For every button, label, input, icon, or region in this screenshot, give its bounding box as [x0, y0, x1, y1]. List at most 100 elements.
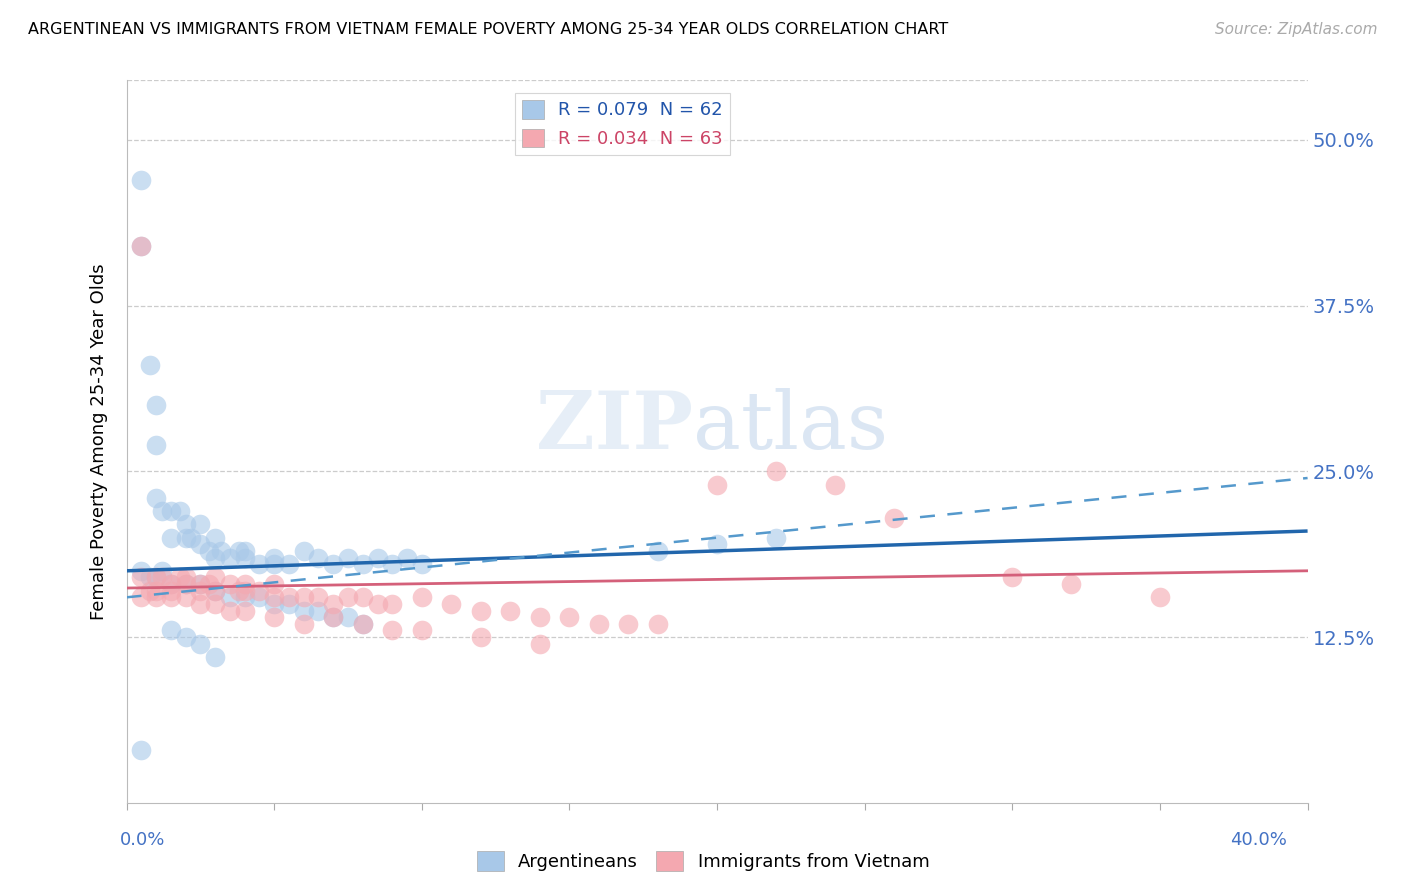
Point: [765, 464, 787, 478]
Point: [129, 591, 153, 605]
Point: [209, 544, 232, 558]
Point: [174, 630, 197, 644]
Point: [219, 550, 242, 565]
Point: [160, 531, 183, 545]
Point: [249, 583, 271, 598]
Legend: Argentineans, Immigrants from Vietnam: Argentineans, Immigrants from Vietnam: [470, 844, 936, 879]
Legend: R = 0.079  N = 62, R = 0.034  N = 63: R = 0.079 N = 62, R = 0.034 N = 63: [515, 93, 730, 155]
Point: [198, 544, 221, 558]
Point: [160, 577, 183, 591]
Text: Source: ZipAtlas.com: Source: ZipAtlas.com: [1215, 22, 1378, 37]
Point: [129, 172, 153, 186]
Point: [160, 504, 183, 518]
Point: [337, 591, 360, 605]
Point: [263, 577, 285, 591]
Point: [470, 630, 492, 644]
Point: [204, 570, 226, 584]
Point: [180, 531, 202, 545]
Point: [150, 570, 173, 584]
Point: [174, 577, 197, 591]
Point: [160, 624, 183, 638]
Point: [381, 624, 404, 638]
Point: [233, 583, 256, 598]
Point: [411, 624, 433, 638]
Point: [150, 564, 173, 578]
Point: [337, 550, 360, 565]
Point: [188, 637, 212, 651]
Point: [322, 610, 344, 624]
Point: [1001, 570, 1024, 584]
Point: [129, 239, 153, 253]
Point: [883, 510, 905, 524]
Point: [139, 570, 162, 584]
Point: [367, 597, 389, 611]
Point: [263, 610, 285, 624]
Point: [188, 517, 212, 532]
Point: [647, 544, 669, 558]
Point: [204, 531, 226, 545]
Point: [381, 557, 404, 571]
Point: [174, 570, 197, 584]
Point: [308, 591, 330, 605]
Point: [198, 577, 221, 591]
Point: [292, 591, 315, 605]
Point: [145, 398, 167, 412]
Text: 40.0%: 40.0%: [1230, 831, 1286, 849]
Point: [145, 570, 167, 584]
Point: [588, 616, 610, 631]
Point: [233, 591, 256, 605]
Point: [174, 577, 197, 591]
Point: [129, 743, 153, 757]
Point: [129, 570, 153, 584]
Point: [352, 616, 374, 631]
Point: [228, 583, 250, 598]
Point: [174, 531, 197, 545]
Point: [174, 517, 197, 532]
Point: [308, 550, 330, 565]
Point: [188, 583, 212, 598]
Point: [169, 504, 191, 518]
Point: [263, 557, 285, 571]
Point: [278, 557, 301, 571]
Point: [617, 616, 640, 631]
Point: [529, 637, 551, 651]
Point: [219, 603, 242, 617]
Point: [706, 477, 728, 491]
Point: [145, 570, 167, 584]
Point: [228, 544, 250, 558]
Point: [706, 537, 728, 551]
Point: [263, 591, 285, 605]
Y-axis label: Female Poverty Among 25-34 Year Olds: Female Poverty Among 25-34 Year Olds: [90, 263, 108, 620]
Point: [145, 591, 167, 605]
Point: [529, 610, 551, 624]
Point: [352, 557, 374, 571]
Point: [145, 491, 167, 505]
Point: [263, 550, 285, 565]
Text: atlas: atlas: [693, 388, 889, 467]
Point: [411, 591, 433, 605]
Point: [765, 531, 787, 545]
Point: [204, 597, 226, 611]
Point: [470, 603, 492, 617]
Point: [824, 477, 846, 491]
Point: [188, 597, 212, 611]
Point: [292, 544, 315, 558]
Point: [558, 610, 581, 624]
Point: [160, 591, 183, 605]
Point: [499, 603, 522, 617]
Point: [292, 603, 315, 617]
Point: [204, 650, 226, 665]
Point: [411, 557, 433, 571]
Point: [188, 577, 212, 591]
Point: [381, 597, 404, 611]
Point: [396, 550, 419, 565]
Text: 0.0%: 0.0%: [120, 831, 165, 849]
Point: [145, 438, 167, 452]
Point: [233, 577, 256, 591]
Point: [145, 583, 167, 598]
Point: [129, 564, 153, 578]
Point: [1060, 577, 1083, 591]
Point: [337, 610, 360, 624]
Point: [308, 603, 330, 617]
Point: [233, 603, 256, 617]
